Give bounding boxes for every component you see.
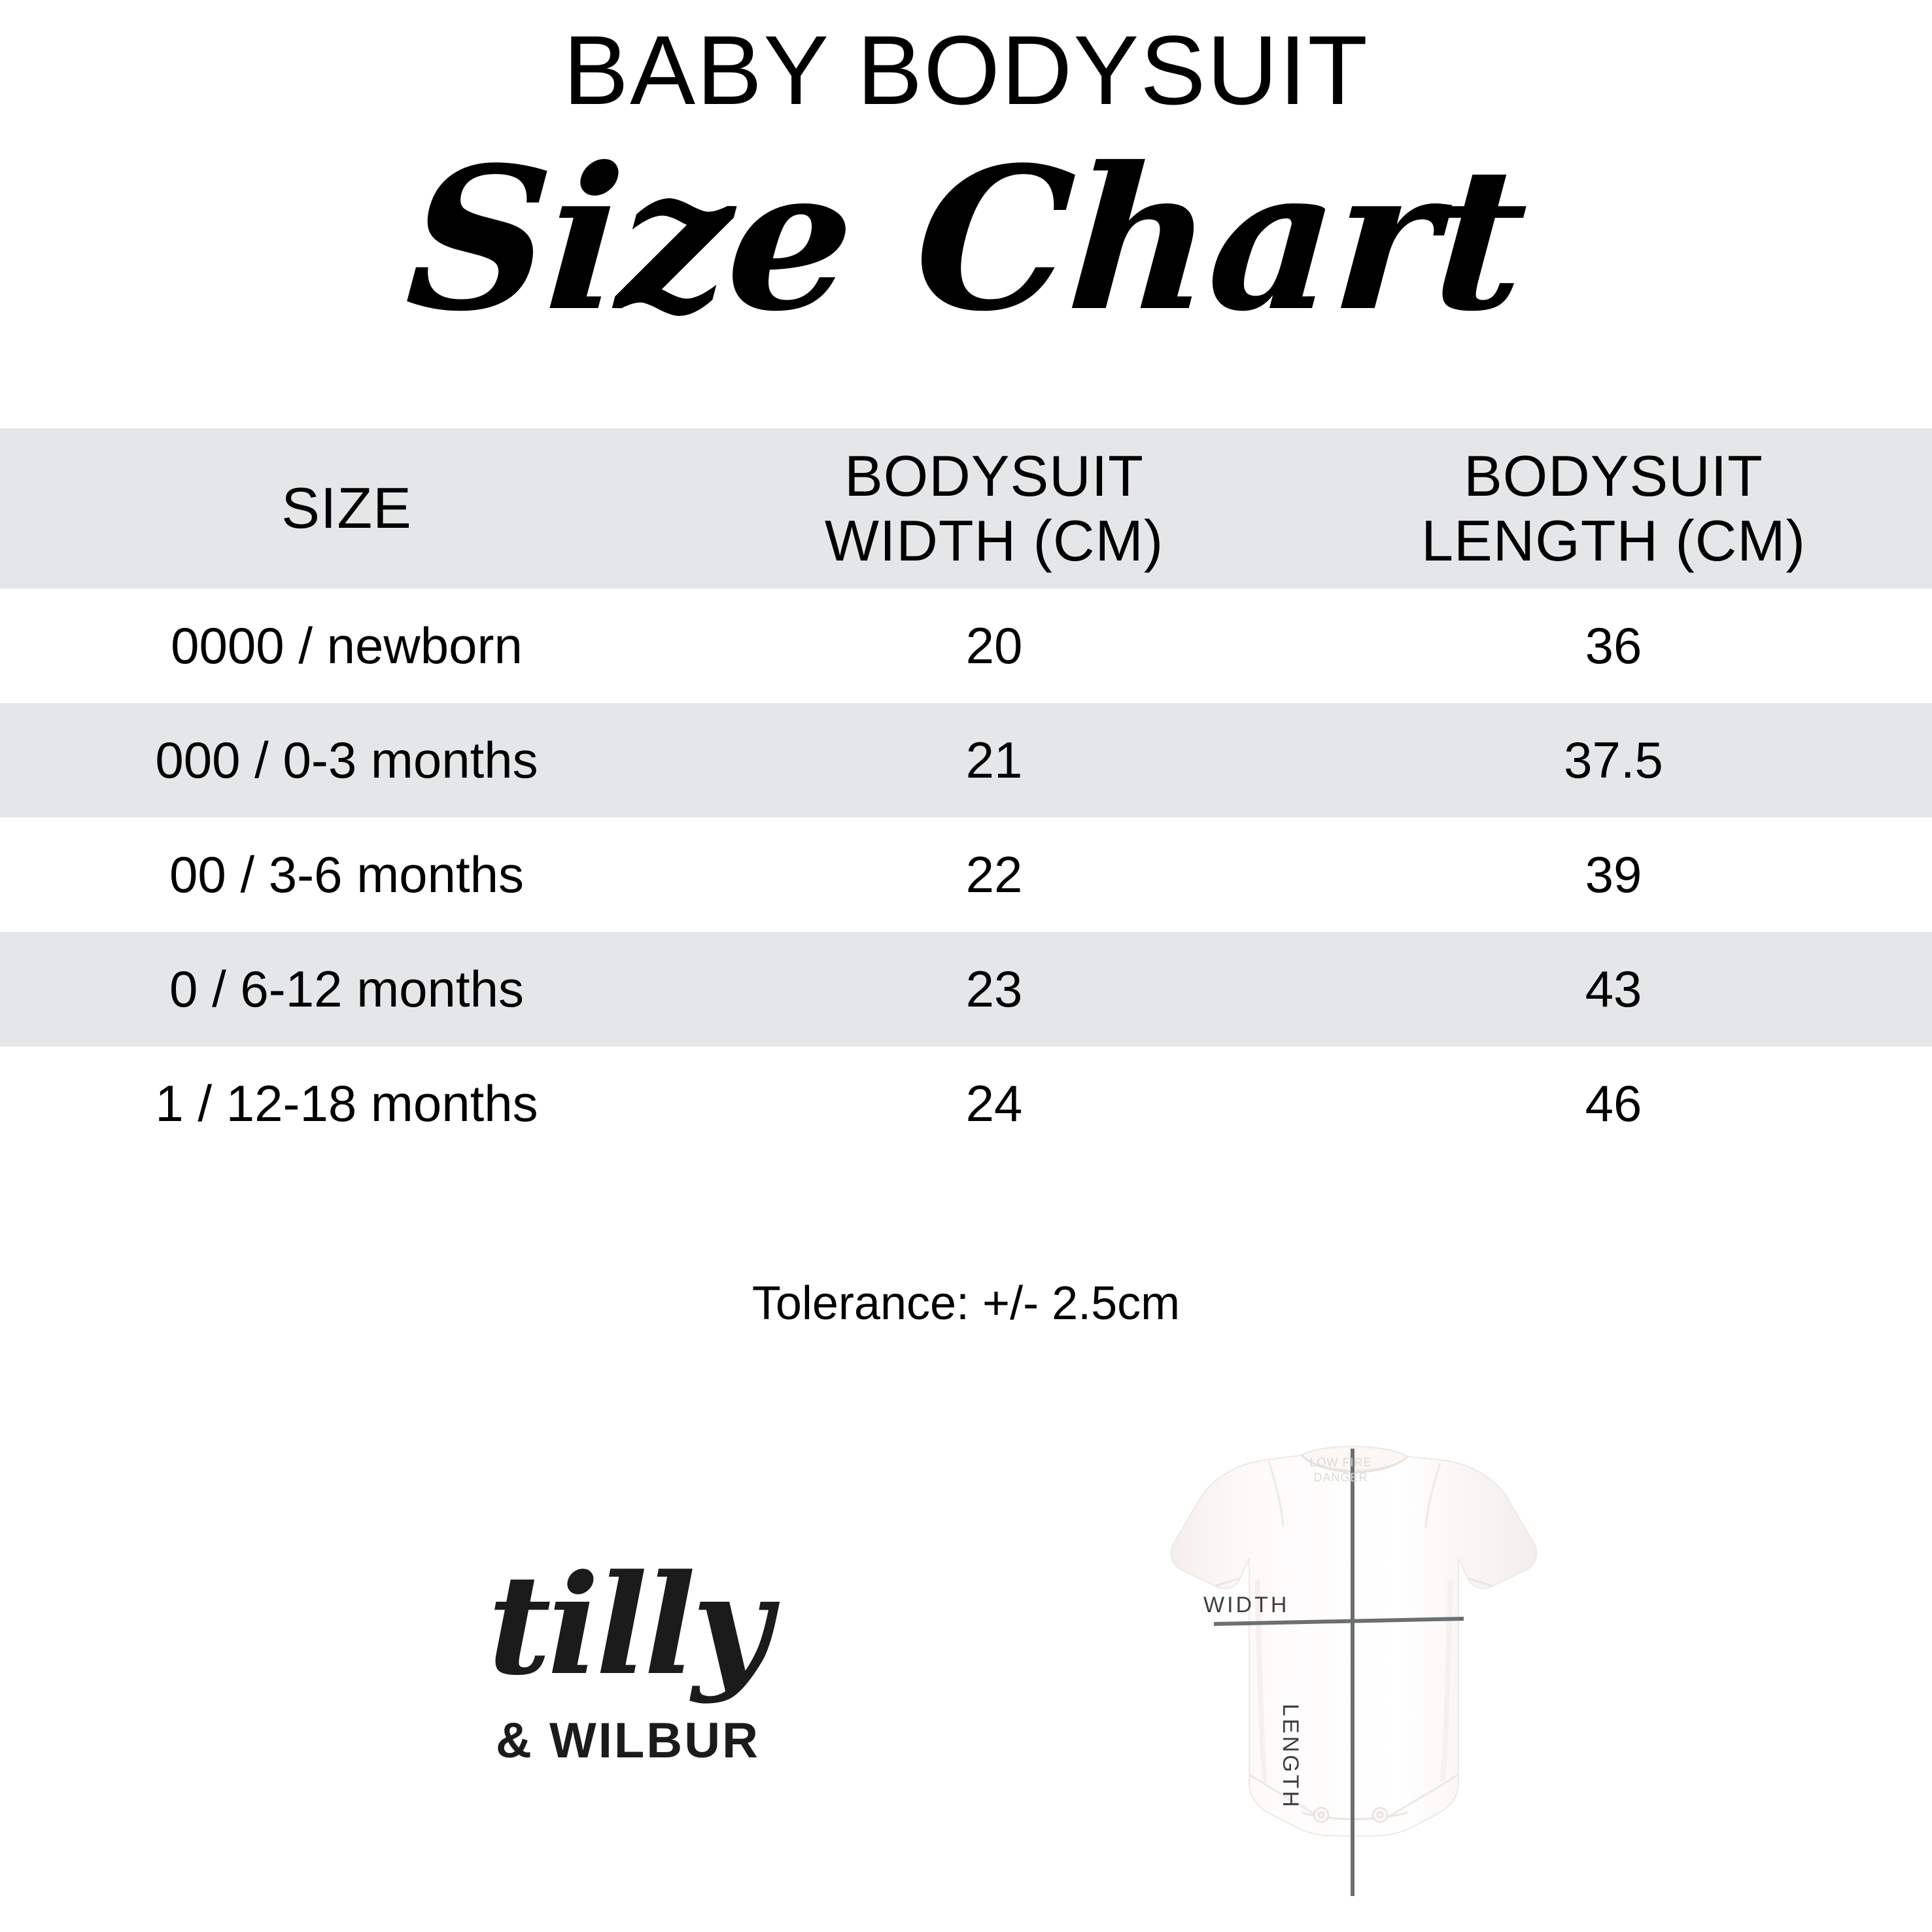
width-measure-label: WIDTH (1203, 1593, 1290, 1617)
table-header-row: SIZE BODYSUIT WIDTH (CM) BODYSUIT LENGTH… (0, 428, 1932, 589)
cell-width: 24 (965, 1075, 1023, 1132)
cell-width: 20 (965, 617, 1023, 674)
cell-size: 00 / 3-6 months (169, 846, 524, 903)
cell-length: 39 (1585, 846, 1642, 903)
table-row: 00 / 3-6 months 22 39 (0, 818, 1932, 932)
bodysuit-illustration (1170, 1445, 1538, 1896)
table-row: 0000 / newborn 20 36 (0, 589, 1932, 703)
cell-length: 46 (1585, 1075, 1642, 1132)
brand-name-script: tilly (487, 1544, 772, 1706)
measurement-guides (1213, 1449, 1464, 1896)
page-subtitle-script: Size Chart (400, 124, 1532, 354)
column-header-size: SIZE (281, 475, 412, 541)
size-table: SIZE BODYSUIT WIDTH (CM) BODYSUIT LENGTH… (0, 428, 1932, 1161)
length-measure-label: LENGTH (1278, 1704, 1303, 1810)
cell-width: 21 (965, 731, 1023, 789)
leaf-branch-icon (432, 1779, 850, 1932)
brand-name-sub: & WILBUR (496, 1713, 760, 1768)
cell-size: 0000 / newborn (171, 617, 523, 674)
tolerance-note: Tolerance: +/- 2.5cm (751, 1277, 1181, 1330)
cell-length: 37.5 (1564, 731, 1663, 789)
cell-length: 43 (1585, 960, 1642, 1018)
garment-care-label: LOW FIRE DANGER (1309, 1456, 1372, 1484)
bodysuit-diagram: WIDTH LENGTH LOW FIRE DANGER (1105, 1429, 1602, 1913)
cell-size: 1 / 12-18 months (155, 1075, 538, 1132)
cell-width: 23 (965, 960, 1023, 1018)
page-title: BABY BODYSUIT (563, 15, 1369, 125)
column-header-width: BODYSUIT WIDTH (CM) (824, 443, 1164, 573)
table-row: 0 / 6-12 months 23 43 (0, 932, 1932, 1046)
table-row: 000 / 0-3 months 21 37.5 (0, 703, 1932, 818)
brand-logo: tilly & WILBUR (419, 1550, 837, 1916)
cell-size: 0 / 6-12 months (169, 960, 524, 1018)
table-row: 1 / 12-18 months 24 46 (0, 1046, 1932, 1161)
cell-size: 000 / 0-3 months (155, 731, 538, 789)
cell-width: 22 (965, 846, 1023, 903)
cell-length: 36 (1585, 617, 1642, 674)
column-header-length: BODYSUIT LENGTH (CM) (1421, 443, 1806, 573)
